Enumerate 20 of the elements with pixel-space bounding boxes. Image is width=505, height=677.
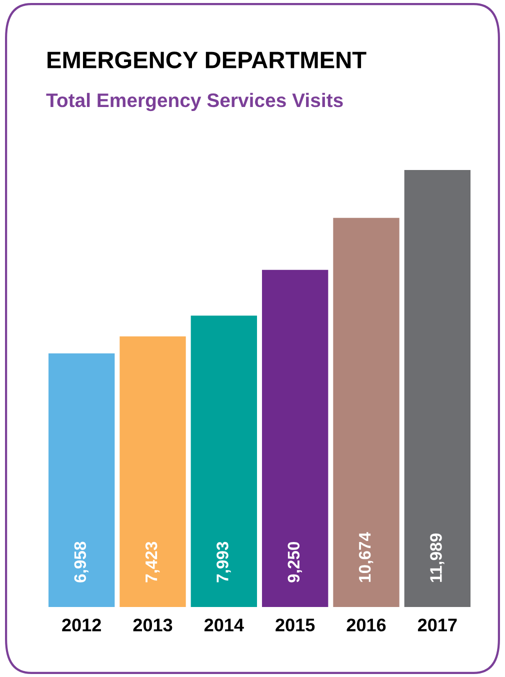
bar xyxy=(404,170,471,607)
x-tick-label: 2014 xyxy=(204,618,244,632)
x-tick-label: 2016 xyxy=(346,618,386,632)
x-tick-label: 2013 xyxy=(133,618,172,632)
bar xyxy=(48,353,115,607)
chart-subtitle: Total Emergency Services Visits xyxy=(46,92,343,112)
data-label: 6,958 xyxy=(74,542,88,582)
chart-title: EMERGENCY DEPARTMENT xyxy=(48,52,366,68)
x-tick-label: 2017 xyxy=(418,618,457,632)
x-tick-label: 2015 xyxy=(276,618,315,632)
data-label: 11,989 xyxy=(430,534,444,582)
x-tick-label: 2012 xyxy=(62,618,101,632)
bar xyxy=(333,218,400,607)
data-label: 9,250 xyxy=(288,542,302,582)
bar xyxy=(120,336,186,607)
data-label: 7,423 xyxy=(145,542,160,582)
bar xyxy=(262,270,328,607)
bar xyxy=(190,316,258,607)
data-label: 7,993 xyxy=(216,542,231,582)
data-label: 10,674 xyxy=(358,532,374,582)
